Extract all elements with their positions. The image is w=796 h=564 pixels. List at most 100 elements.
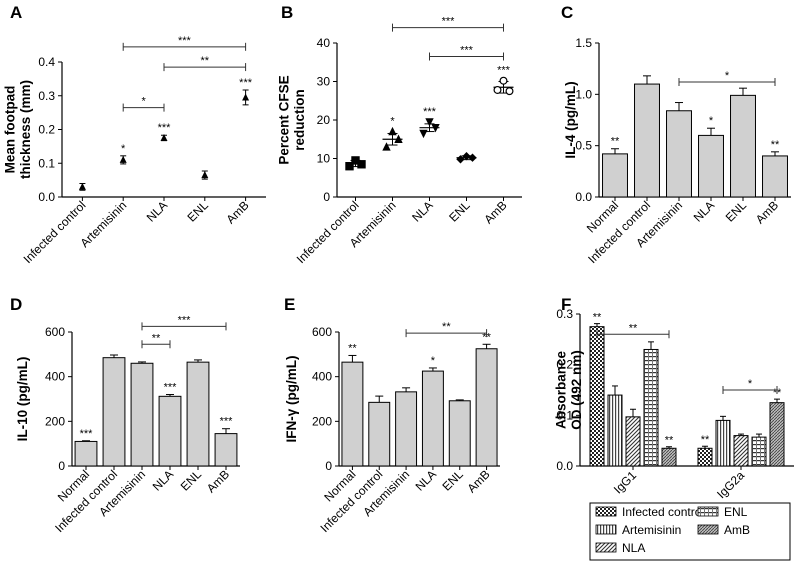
significance-label: ***	[497, 65, 511, 77]
y-tick-label: 0.0	[38, 190, 55, 204]
x-tick-label: ENL	[439, 467, 466, 494]
x-tick-label: AmB	[481, 198, 509, 226]
significance-label: **	[771, 139, 780, 151]
data-point	[382, 142, 391, 151]
y-tick-label: 0.3	[556, 307, 573, 321]
panel-label: B	[281, 3, 293, 22]
y-tick-label: 600	[45, 325, 65, 339]
x-tick-label: ENL	[185, 198, 212, 225]
bar	[751, 436, 767, 467]
data-point	[462, 151, 471, 161]
y-axis-label: IL-10 (pg/mL)	[15, 357, 30, 442]
comparison-label: *	[725, 70, 730, 82]
y-axis-label: IFN-γ (pg/mL)	[284, 356, 299, 443]
comparison-label: ***	[460, 44, 474, 56]
legend-swatch	[595, 506, 617, 517]
y-axis-label-line: OD (492 nm)	[569, 350, 584, 430]
data-point	[388, 126, 397, 136]
y-tick-label: 1.0	[575, 87, 592, 101]
x-tick-label: ENL	[446, 198, 473, 225]
panel-label: A	[10, 3, 22, 22]
data-point	[242, 93, 250, 101]
bar	[733, 435, 749, 467]
y-tick-label: 0.1	[38, 156, 55, 170]
y-axis-label-line: Percent CFSE	[277, 75, 292, 164]
comparison-label: **	[201, 55, 210, 67]
y-tick-label: 400	[45, 370, 65, 384]
legend-label: Infected control	[622, 505, 704, 519]
bar	[74, 440, 98, 467]
data-point	[493, 85, 502, 94]
bar	[102, 357, 126, 467]
x-tick-label: Infected control	[21, 198, 89, 266]
bar	[395, 391, 418, 467]
panel-label: D	[10, 295, 22, 314]
legend-label: AmB	[724, 523, 750, 537]
y-tick-label: 0.2	[556, 358, 573, 372]
bar	[368, 401, 391, 467]
comparison-label: *	[748, 378, 753, 390]
y-tick-label: 0.5	[575, 139, 592, 153]
y-tick-label: 0	[323, 190, 330, 204]
significance-label: **	[482, 331, 491, 343]
significance-label: **	[348, 342, 357, 354]
y-tick-label: 0.2	[38, 123, 55, 137]
y-axis-label-line: IL-10 (pg/mL)	[15, 357, 30, 442]
legend-swatch	[595, 542, 617, 553]
bar	[698, 134, 724, 198]
bar	[448, 400, 471, 467]
significance-label: *	[431, 355, 436, 367]
panel-label: C	[561, 3, 573, 22]
x-tick-label: IgG2a	[714, 468, 747, 501]
panel-label: E	[284, 295, 295, 314]
y-tick-label: 0	[58, 459, 65, 473]
x-tick-label: NLA	[144, 198, 170, 224]
panel-B: 0 10 20 30 40 B Percent CFSEreduction Infected …	[277, 3, 522, 266]
x-tick-label: IgG1	[611, 468, 640, 497]
y-tick-label: 20	[317, 113, 331, 127]
y-tick-label: 0.0	[575, 190, 592, 204]
comparison-label: ***	[442, 16, 456, 28]
x-tick-label: NLA	[691, 198, 717, 224]
bar	[762, 155, 788, 198]
y-tick-label: 0.1	[556, 408, 573, 422]
x-tick-label: Infected control	[294, 198, 362, 266]
significance-label: **	[665, 435, 674, 447]
significance-label: ***	[158, 122, 172, 134]
legend-swatch	[697, 506, 719, 517]
legend-label: NLA	[622, 541, 645, 555]
data-point	[78, 182, 86, 190]
y-axis-label: IL-4 (pg/mL)	[563, 81, 578, 158]
comparison-label: ***	[178, 314, 192, 326]
comparison-label: **	[152, 332, 161, 344]
bar	[158, 395, 182, 467]
significance-label: ***	[220, 416, 234, 428]
bar	[421, 370, 444, 467]
y-tick-label: 0	[325, 459, 332, 473]
data-point	[357, 160, 366, 169]
legend-swatch	[595, 524, 617, 535]
y-axis-label: Mean footpadthickness (mm)	[3, 80, 34, 179]
bar	[214, 433, 238, 467]
bar	[186, 361, 210, 467]
bar	[643, 348, 659, 467]
bar	[769, 402, 785, 467]
significance-label: **	[611, 136, 620, 148]
data-point	[456, 155, 465, 164]
y-axis-label-line: Absorbance	[554, 351, 569, 430]
significance-label: *	[709, 115, 714, 127]
y-tick-label: 1.5	[575, 36, 592, 50]
legend-label: Artemisinin	[622, 523, 681, 537]
bar	[589, 326, 605, 467]
significance-label: **	[593, 312, 602, 324]
data-point	[119, 155, 127, 163]
significance-label: ***	[80, 428, 94, 440]
y-axis-label-line: IL-4 (pg/mL)	[563, 81, 578, 158]
y-axis-label-line: reduction	[292, 89, 307, 151]
x-tick-label: AmB	[204, 467, 232, 495]
data-point	[201, 171, 209, 179]
bar	[130, 362, 154, 467]
x-tick-label: ENL	[178, 467, 205, 494]
